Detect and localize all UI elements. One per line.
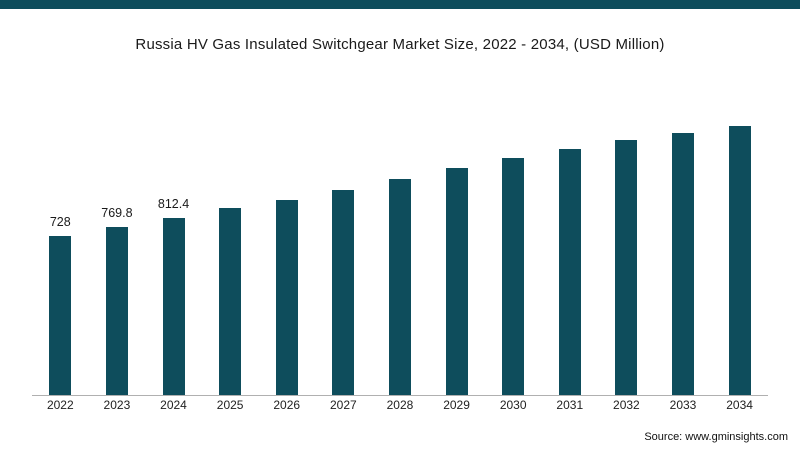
x-tick-label-2026: 2026 [273, 398, 301, 412]
bar-2029 [445, 168, 468, 395]
x-tick-label-2022: 2022 [46, 398, 74, 412]
x-tick-label-2033: 2033 [669, 398, 697, 412]
x-tick-label-2034: 2034 [726, 398, 753, 412]
bar-group-2033 [655, 90, 711, 395]
x-tick-label-2030: 2030 [499, 398, 527, 412]
x-axis: 2022 2023 2024 2025 2026 2027 2028 2029 2030 2031… [32, 398, 768, 412]
bar-group-2028 [372, 90, 428, 395]
bar-value-label-2023: 769.8 [101, 206, 133, 220]
bar-group-2023: 769.8 [89, 90, 145, 395]
bar-group-2031 [542, 90, 598, 395]
x-tick-label-2024: 2024 [160, 398, 187, 412]
bar-group-2025 [202, 90, 258, 395]
bar-2026 [275, 200, 298, 395]
bar-2033 [672, 133, 694, 395]
bar-group-2032 [598, 90, 654, 395]
top-accent-bar [0, 0, 800, 9]
x-tick-label-2027: 2027 [329, 398, 357, 412]
bar-value-label-2024: 812.4 [157, 197, 190, 211]
bar-value-label-2022: 728 [49, 215, 71, 229]
bar-group-2024: 812.4 [146, 90, 202, 395]
bar-group-2022: 728 [32, 90, 88, 395]
x-tick-label-2029: 2029 [443, 398, 470, 412]
bar-2032 [615, 140, 638, 395]
bar-group-2027 [315, 90, 371, 395]
x-tick-label-2032: 2032 [613, 398, 640, 412]
bar-group-2034 [712, 90, 768, 395]
bar-2025 [219, 208, 242, 395]
bar-2034 [728, 126, 751, 395]
bar-group-2030 [485, 90, 541, 395]
bar-2031 [558, 149, 581, 395]
x-tick-label-2031: 2031 [556, 398, 584, 412]
chart-title: Russia HV Gas Insulated Switchgear Marke… [135, 36, 665, 53]
source-attribution: Source: www.gminsights.com [644, 431, 788, 443]
bar-2027 [332, 190, 355, 395]
bar-2024 [162, 218, 185, 395]
bar-2023 [105, 227, 128, 395]
plot-area: 728 769.8 812.4 [32, 90, 768, 396]
x-tick-label-2028: 2028 [386, 398, 414, 412]
bar-group-2026 [259, 90, 315, 395]
bar-2022 [49, 236, 72, 395]
bar-2028 [388, 179, 411, 395]
bar-2030 [502, 158, 525, 395]
bar-group-2029 [429, 90, 485, 395]
x-tick-label-2023: 2023 [103, 398, 131, 412]
x-tick-label-2025: 2025 [216, 398, 244, 412]
